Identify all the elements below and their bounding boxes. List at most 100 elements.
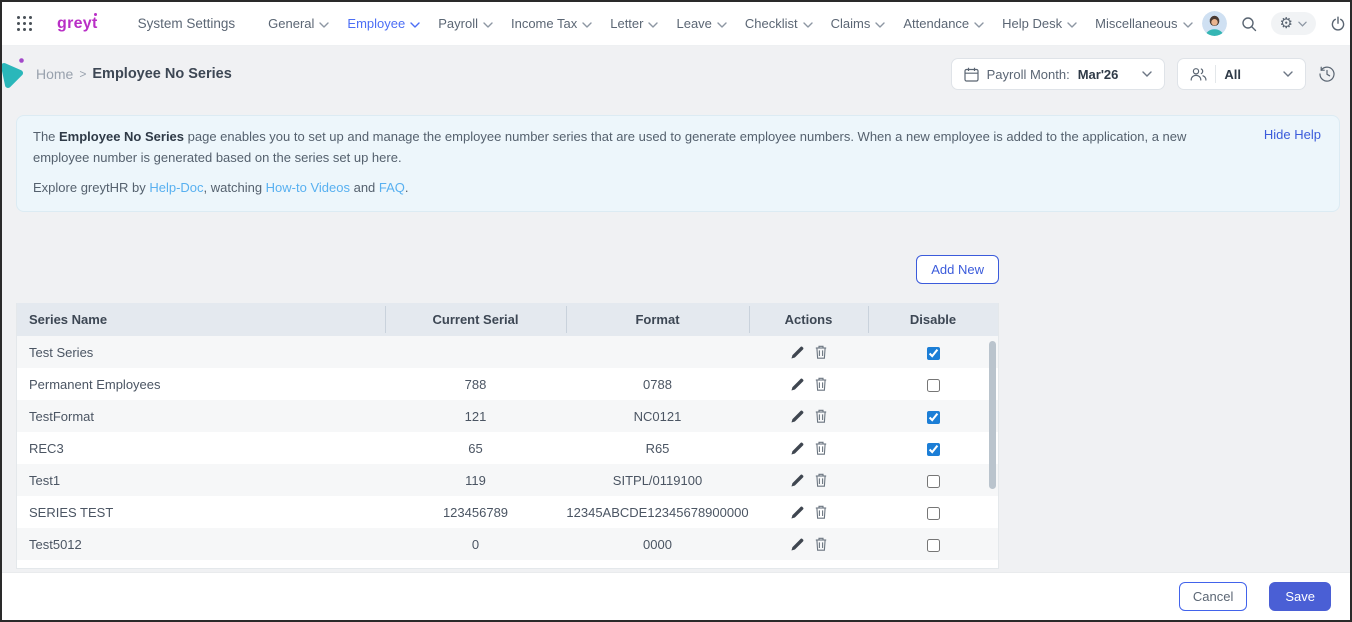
chevron-down-icon bbox=[648, 22, 658, 28]
column-header-actions: Actions bbox=[749, 303, 868, 336]
app-title: System Settings bbox=[138, 16, 236, 31]
actions-cell bbox=[749, 345, 868, 359]
series-name-cell: Permanent Employees bbox=[17, 377, 385, 392]
add-new-button[interactable]: Add New bbox=[916, 255, 999, 284]
edit-icon[interactable] bbox=[791, 442, 804, 455]
current-serial-cell: 121 bbox=[385, 409, 566, 424]
faq-link[interactable]: FAQ bbox=[379, 180, 405, 195]
format-cell: NC0121 bbox=[566, 409, 749, 424]
help-doc-link[interactable]: Help-Doc bbox=[149, 180, 203, 195]
series-name-cell: REC3 bbox=[17, 441, 385, 456]
menu-item-help-desk[interactable]: Help Desk bbox=[993, 2, 1086, 46]
menu-item-label: Claims bbox=[831, 16, 871, 31]
employee-filter-selector[interactable]: All bbox=[1177, 58, 1306, 90]
disable-checkbox[interactable] bbox=[927, 411, 940, 424]
table-row: Test501200000 bbox=[17, 528, 998, 560]
delete-icon[interactable] bbox=[815, 441, 827, 455]
menu-item-leave[interactable]: Leave bbox=[667, 2, 735, 46]
search-icon[interactable] bbox=[1241, 16, 1257, 32]
breadcrumb-filters: Payroll Month: Mar'26 All bbox=[951, 58, 1336, 90]
employees-icon bbox=[1190, 67, 1207, 81]
column-header-format: Format bbox=[566, 303, 749, 336]
series-name-cell: SERIES TEST bbox=[17, 505, 385, 520]
edit-icon[interactable] bbox=[791, 474, 804, 487]
gear-icon: ⚙ bbox=[1280, 16, 1293, 31]
menu-item-income-tax[interactable]: Income Tax bbox=[502, 2, 601, 46]
table-scrollbar-thumb[interactable] bbox=[989, 341, 996, 489]
disable-checkbox[interactable] bbox=[927, 379, 940, 392]
actions-cell bbox=[749, 473, 868, 487]
menu-item-payroll[interactable]: Payroll bbox=[429, 2, 502, 46]
series-table-body: Test SeriesPermanent Employees7880788Tes… bbox=[17, 336, 998, 569]
chevron-down-icon bbox=[319, 22, 329, 28]
payroll-month-label: Payroll Month: bbox=[987, 67, 1070, 82]
chevron-down-icon bbox=[410, 22, 420, 28]
delete-icon[interactable] bbox=[815, 409, 827, 423]
table-row: Test1119SITPL/0119100 bbox=[17, 464, 998, 496]
settings-gear-button[interactable]: ⚙ bbox=[1271, 12, 1316, 35]
app-window: greyt System Settings General Employee Pay… bbox=[0, 0, 1352, 622]
menu-item-miscellaneous[interactable]: Miscellaneous bbox=[1086, 2, 1201, 46]
menu-item-label: Income Tax bbox=[511, 16, 577, 31]
menu-item-attendance[interactable]: Attendance bbox=[894, 2, 993, 46]
hide-help-link[interactable]: Hide Help bbox=[1264, 127, 1321, 198]
cancel-button[interactable]: Cancel bbox=[1179, 582, 1247, 611]
chevron-down-icon bbox=[1142, 71, 1152, 77]
table-row: TestFormat121NC0121 bbox=[17, 400, 998, 432]
edit-icon[interactable] bbox=[791, 410, 804, 423]
actions-cell bbox=[749, 441, 868, 455]
history-icon[interactable] bbox=[1318, 65, 1336, 83]
disable-checkbox[interactable] bbox=[927, 475, 940, 488]
chevron-down-icon bbox=[974, 22, 984, 28]
column-header-current-serial: Current Serial bbox=[385, 303, 566, 336]
edit-icon[interactable] bbox=[791, 378, 804, 391]
payroll-month-selector[interactable]: Payroll Month: Mar'26 bbox=[951, 58, 1166, 90]
calendar-icon bbox=[964, 67, 979, 82]
save-button[interactable]: Save bbox=[1269, 582, 1331, 611]
edit-icon[interactable] bbox=[791, 506, 804, 519]
menu-item-label: Employee bbox=[347, 16, 405, 31]
menu-item-general[interactable]: General bbox=[259, 2, 338, 46]
help-box: The Employee No Series page enables you … bbox=[16, 115, 1340, 212]
current-serial-cell: 788 bbox=[385, 377, 566, 392]
greythr-logo[interactable]: greyt bbox=[57, 15, 98, 33]
menu-item-label: General bbox=[268, 16, 314, 31]
disable-checkbox[interactable] bbox=[927, 347, 940, 360]
chevron-down-icon bbox=[1298, 21, 1307, 27]
delete-icon[interactable] bbox=[815, 537, 827, 551]
series-name-cell: Test5012 bbox=[17, 537, 385, 552]
menu-item-letter[interactable]: Letter bbox=[601, 2, 667, 46]
disable-checkbox[interactable] bbox=[927, 539, 940, 552]
delete-icon[interactable] bbox=[815, 377, 827, 391]
edit-icon[interactable] bbox=[791, 538, 804, 551]
delete-icon[interactable] bbox=[815, 345, 827, 359]
help-bold-page-name: Employee No Series bbox=[59, 129, 184, 144]
menu-item-claims[interactable]: Claims bbox=[822, 2, 895, 46]
disable-cell bbox=[868, 472, 998, 487]
actions-cell bbox=[749, 409, 868, 423]
user-avatar[interactable] bbox=[1202, 11, 1227, 36]
format-cell: SITPL/0119100 bbox=[566, 473, 749, 488]
delete-icon[interactable] bbox=[815, 505, 827, 519]
edit-icon[interactable] bbox=[791, 346, 804, 359]
how-to-videos-link[interactable]: How-to Videos bbox=[266, 180, 350, 195]
chevron-down-icon bbox=[1183, 22, 1193, 28]
disable-checkbox[interactable] bbox=[927, 507, 940, 520]
breadcrumb-row: Home > Employee No Series Payroll Month:… bbox=[2, 46, 1350, 102]
menu-item-employee[interactable]: Employee bbox=[338, 2, 429, 46]
series-name-cell: Test1 bbox=[17, 473, 385, 488]
delete-icon[interactable] bbox=[815, 473, 827, 487]
chevron-down-icon bbox=[875, 22, 885, 28]
disable-cell bbox=[868, 344, 998, 359]
help-text: The Employee No Series page enables you … bbox=[33, 127, 1234, 198]
column-header-series-name: Series Name bbox=[17, 303, 385, 336]
menu-item-checklist[interactable]: Checklist bbox=[736, 2, 822, 46]
top-navigation-bar: greyt System Settings General Employee Pay… bbox=[2, 2, 1350, 46]
apps-grid-icon[interactable] bbox=[16, 15, 33, 32]
disable-checkbox[interactable] bbox=[927, 443, 940, 456]
breadcrumb-home-link[interactable]: Home bbox=[36, 66, 73, 82]
table-row: Permanent Employees7880788 bbox=[17, 368, 998, 400]
add-new-row: Add New bbox=[16, 255, 999, 284]
power-logout-icon[interactable] bbox=[1330, 16, 1346, 32]
menu-item-label: Miscellaneous bbox=[1095, 16, 1177, 31]
